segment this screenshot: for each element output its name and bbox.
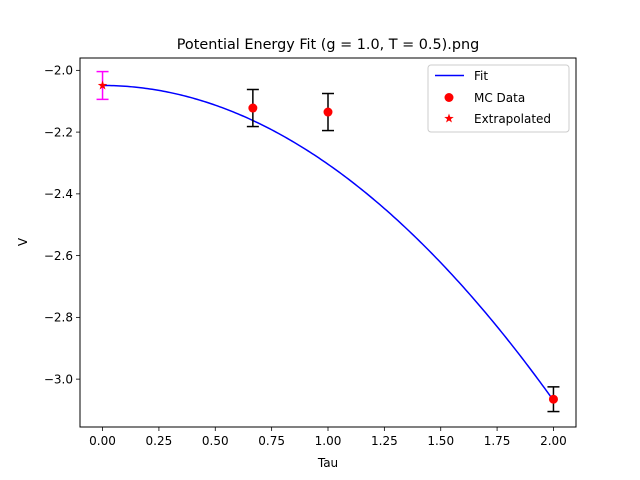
mc-data-point (323, 107, 333, 117)
mc-data-point (548, 394, 558, 404)
fit-line (102, 84, 555, 401)
x-tick-label: 1.50 (427, 434, 454, 448)
legend: Fit MC Data Extrapolated (427, 64, 570, 133)
y-tick-label: −2.6 (44, 249, 73, 263)
y-tick-label: −3.0 (44, 372, 73, 386)
x-tick-label: 0.75 (258, 434, 285, 448)
y-tick-label: −2.0 (44, 64, 73, 78)
x-tick-label: 1.00 (315, 434, 342, 448)
legend-circle-swatch (444, 93, 454, 102)
legend-frame (427, 64, 570, 133)
chart-title: Potential Energy Fit (g = 1.0, T = 0.5).… (177, 37, 479, 53)
extrapolated-point (97, 80, 108, 90)
x-tick-label: 2.00 (540, 434, 567, 448)
x-axis: 0.00 0.25 0.50 0.75 1.00 1.25 1.50 1.75 2.00 (89, 427, 567, 448)
x-tick-label: 0.25 (146, 434, 173, 448)
series-layer (96, 70, 560, 413)
x-tick-label: 0.50 (202, 434, 229, 448)
mc-data-point (248, 103, 258, 113)
y-tick-label: −2.8 (44, 311, 73, 325)
y-tick-label: −2.2 (44, 125, 73, 139)
y-tick-label: −2.4 (44, 187, 73, 201)
x-tick-label: 1.25 (371, 434, 398, 448)
y-axis-label: V (16, 237, 30, 246)
legend-label-extrapolated: Extrapolated (474, 112, 551, 126)
x-tick-label: 1.75 (484, 434, 511, 448)
legend-label-mc-data: MC Data (474, 91, 525, 105)
y-axis: −2.0 −2.2 −2.4 −2.6 −2.8 −3.0 (44, 64, 80, 386)
legend-star-swatch (444, 113, 454, 123)
x-tick-label: 0.00 (89, 434, 116, 448)
x-axis-label: Tau (317, 456, 338, 470)
legend-label-fit: Fit (474, 69, 488, 83)
